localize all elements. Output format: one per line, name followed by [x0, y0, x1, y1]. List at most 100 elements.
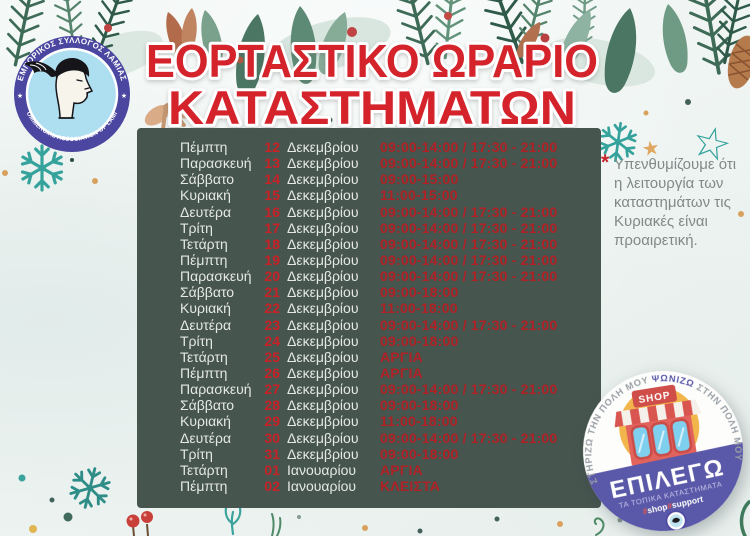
schedule-hours: 09:00-14:00 / 17:30 - 21:00: [380, 316, 558, 333]
schedule-date: 22: [264, 300, 280, 317]
schedule-month: Δεκεμβρίου: [287, 171, 359, 188]
bottom-foliage: [126, 500, 750, 536]
hashtag-symbol: #: [666, 500, 673, 511]
star-filled-icon: ★: [217, 106, 233, 125]
schedule-date: 16: [264, 203, 280, 220]
schedule-date: 12: [264, 139, 280, 156]
schedule-hours: 11:00-18:00: [380, 300, 458, 317]
schedule-hours: ΑΡΓΙΑ: [380, 348, 423, 365]
schedule-day: Τετάρτη: [180, 348, 228, 365]
schedule-date: 23: [264, 316, 280, 333]
schedule-date: 24: [264, 332, 280, 349]
schedule-date: 30: [264, 429, 280, 446]
schedule-month: Δεκεμβρίου: [287, 397, 359, 414]
schedule-hours: 09:00-18:00: [380, 332, 459, 349]
schedule-day: Παρασκευή: [180, 268, 252, 285]
schedule-day: Σάββατο: [180, 171, 235, 188]
schedule-date: 20: [264, 268, 280, 285]
schedule-rows: Πέμπτη 12 Δεκεμβρίου 09:00-14:00 / 17:30 - …: [137, 128, 601, 494]
logo-star-right-icon: ★: [121, 92, 127, 100]
schedule-row: Παρασκευή 27 Δεκεμβρίου 09:00-14:00 / 17:30…: [137, 381, 601, 397]
schedule-month: Δεκεμβρίου: [287, 300, 359, 317]
schedule-hours: 11:00-18:00: [380, 413, 458, 430]
schedule-date: 01: [264, 461, 280, 478]
schedule-hours: 11:00-15:00: [380, 187, 458, 204]
schedule-hours: 09:00-14:00 / 17:30 - 21:00: [380, 155, 558, 172]
schedule-row: Δευτέρα 23 Δεκεμβρίου 09:00-14:00 / 17:30 -…: [137, 317, 601, 333]
schedule-month: Δεκεμβρίου: [287, 203, 359, 220]
schedule-hours: ΚΛΕΙΣΤΑ: [380, 478, 441, 495]
schedule-date: 29: [264, 413, 280, 430]
schedule-month: Ιανουαρίου: [287, 478, 357, 495]
schedule-day: Κυριακή: [180, 187, 231, 204]
schedule-hours: ΑΡΓΙΑ: [380, 461, 423, 478]
schedule-date: 02: [264, 478, 280, 495]
logo-star-left-icon: ★: [17, 92, 23, 100]
schedule-row: Τρίτη 31 Δεκεμβρίου 09:00-18:00: [137, 446, 601, 462]
schedule-month: Δεκεμβρίου: [287, 429, 359, 446]
schedule-date: 18: [264, 235, 280, 252]
title-line-1: ΕΟΡΤΑΣΤΙΚΟ ΩΡΑΡΙΟ: [146, 35, 598, 87]
schedule-row: Πέμπτη 26 Δεκεμβρίου ΑΡΓΙΑ: [137, 365, 601, 381]
schedule-row: Τρίτη 17 Δεκεμβρίου 09:00-14:00 / 17:30 - 2…: [137, 220, 601, 236]
schedule-month: Δεκεμβρίου: [287, 187, 359, 204]
schedule-row: Τετάρτη 18 Δεκεμβρίου 09:00-14:00 / 17:30 -…: [137, 236, 601, 252]
schedule-day: Τετάρτη: [180, 235, 228, 252]
poster-title: ΕΟΡΤΑΣΤΙΚΟ ΩΡΑΡΙΟ ΚΑΤΑΣΤΗΜΑΤΩΝ: [143, 32, 601, 137]
schedule-day: Σάββατο: [180, 397, 235, 414]
schedule-date: 14: [264, 171, 280, 188]
schedule-day: Δευτέρα: [180, 203, 232, 220]
sunday-note: Υπενθυμίζουμε ότι η λειτουργία των κατασ…: [614, 156, 737, 250]
schedule-day: Τρίτη: [180, 332, 213, 349]
shop-sign-text: SHOP: [638, 390, 672, 406]
hashtag-symbol: #: [642, 506, 649, 517]
schedule-date: 15: [264, 187, 280, 204]
schedule-date: 13: [264, 155, 280, 172]
schedule-row: Κυριακή 29 Δεκεμβρίου 11:00-18:00: [137, 413, 601, 429]
schedule-month: Δεκεμβρίου: [287, 235, 359, 252]
pinecone: [727, 35, 750, 89]
schedule-panel: Πέμπτη 12 Δεκεμβρίου 09:00-14:00 / 17:30 - …: [137, 128, 601, 508]
schedule-hours: 09:00-14:00 / 17:30 - 21:00: [380, 219, 558, 236]
schedule-month: Δεκεμβρίου: [287, 268, 359, 285]
schedule-month: Δεκεμβρίου: [287, 413, 359, 430]
schedule-month: Δεκεμβρίου: [287, 316, 359, 333]
berries: [104, 12, 550, 64]
schedule-date: 28: [264, 397, 280, 414]
schedule-row: Πέμπτη 12 Δεκεμβρίου 09:00-14:00 / 17:30 - …: [137, 139, 601, 155]
title-line-2: ΚΑΤΑΣΤΗΜΑΤΩΝ: [168, 81, 576, 134]
schedule-day: Παρασκευή: [180, 381, 252, 398]
schedule-row: Σάββατο 21 Δεκεμβρίου 09:00-18:00: [137, 284, 601, 300]
schedule-day: Παρασκευή: [180, 155, 252, 172]
schedule-row: Κυριακή 22 Δεκεμβρίου 11:00-18:00: [137, 300, 601, 316]
schedule-hours: 09:00-18:00: [380, 284, 459, 301]
schedule-date: 26: [264, 365, 280, 382]
schedule-day: Δευτέρα: [180, 429, 232, 446]
shop-windows: [630, 418, 693, 460]
schedule-row: Τετάρτη 25 Δεκεμβρίου ΑΡΓΙΑ: [137, 349, 601, 365]
schedule-hours: 09:00-15:00: [380, 171, 459, 188]
schedule-hours: 09:00-14:00 / 17:30 - 21:00: [380, 429, 558, 446]
schedule-month: Δεκεμβρίου: [287, 445, 359, 462]
schedule-month: Ιανουαρίου: [287, 461, 357, 478]
schedule-month: Δεκεμβρίου: [287, 381, 359, 398]
epilego-badge: SHOP: [565, 353, 750, 536]
schedule-day: Σάββατο: [180, 284, 235, 301]
schedule-hours: 09:00-18:00: [380, 445, 459, 462]
schedule-hours: ΑΡΓΙΑ: [380, 365, 423, 382]
schedule-row: Σάββατο 14 Δεκεμβρίου 09:00-15:00: [137, 171, 601, 187]
schedule-day: Τετάρτη: [180, 461, 228, 478]
schedule-date: 19: [264, 252, 280, 269]
schedule-month: Δεκεμβρίου: [287, 348, 359, 365]
hermes-head-icon: [24, 58, 94, 119]
schedule-hours: 09:00-14:00 / 17:30 - 21:00: [380, 252, 558, 269]
schedule-date: 17: [264, 219, 280, 236]
schedule-month: Δεκεμβρίου: [287, 365, 359, 382]
schedule-row: Πέμπτη 19 Δεκεμβρίου 09:00-14:00 / 17:30 - …: [137, 252, 601, 268]
schedule-hours: 09:00-14:00 / 17:30 - 21:00: [380, 203, 558, 220]
schedule-day: Πέμπτη: [180, 365, 228, 382]
schedule-hours: 09:00-14:00 / 17:30 - 21:00: [380, 268, 558, 285]
schedule-row: Δευτέρα 16 Δεκεμβρίου 09:00-14:00 / 17:30 -…: [137, 204, 601, 220]
confetti-dots: [2, 99, 744, 534]
